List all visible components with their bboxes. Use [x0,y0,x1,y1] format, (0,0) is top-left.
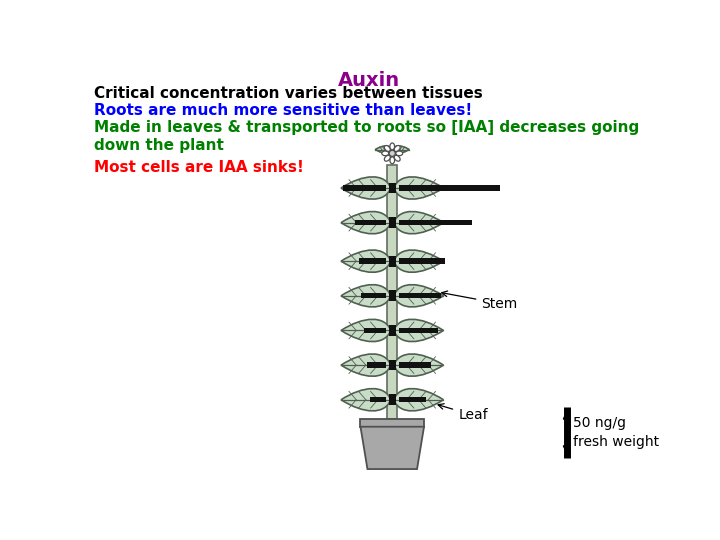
PathPatch shape [394,146,409,153]
Bar [399,328,438,333]
PathPatch shape [341,354,391,376]
Bar [361,419,424,427]
PathPatch shape [394,177,444,199]
PathPatch shape [341,177,391,199]
Ellipse shape [384,156,390,161]
Ellipse shape [390,143,395,150]
PathPatch shape [394,285,444,307]
PathPatch shape [341,389,391,411]
PathPatch shape [394,389,444,411]
Bar [370,397,386,402]
Text: Made in leaves & transported to roots so [IAA] decreases going
down the plant: Made in leaves & transported to roots so… [94,120,639,153]
Bar [389,360,396,370]
Bar [399,362,431,368]
Text: Stem: Stem [441,291,518,310]
PathPatch shape [394,354,444,376]
Bar [389,183,396,193]
Ellipse shape [384,145,390,151]
PathPatch shape [341,250,391,272]
Ellipse shape [390,157,395,164]
Ellipse shape [395,156,400,161]
Text: Roots are much more sensitive than leaves!: Roots are much more sensitive than leave… [94,103,472,118]
PathPatch shape [394,319,444,342]
Bar [361,293,386,299]
PathPatch shape [394,212,444,234]
Bar [399,293,441,299]
PathPatch shape [375,146,391,153]
PathPatch shape [394,250,444,272]
Bar [389,256,396,267]
Bar [399,185,500,191]
Ellipse shape [396,151,402,156]
PathPatch shape [341,285,391,307]
Bar [359,259,386,264]
Ellipse shape [395,145,400,151]
PathPatch shape [341,212,391,234]
Ellipse shape [382,151,389,156]
Ellipse shape [389,150,395,157]
Bar [399,220,472,225]
Bar [364,328,386,333]
Text: Leaf: Leaf [438,404,487,422]
Text: Auxin: Auxin [338,71,400,90]
Text: Critical concentration varies between tissues: Critical concentration varies between ti… [94,86,482,102]
Bar [387,165,397,419]
Text: 50 ng/g
fresh weight: 50 ng/g fresh weight [573,416,659,449]
Text: Most cells are IAA sinks!: Most cells are IAA sinks! [94,160,304,176]
Bar [367,362,386,368]
Bar [389,394,396,405]
Polygon shape [361,427,424,469]
Bar [389,325,396,336]
Bar [355,220,386,225]
Bar [343,185,386,191]
Bar [389,291,396,301]
Bar [399,397,426,402]
Bar [389,217,396,228]
Bar [399,259,446,264]
PathPatch shape [341,319,391,342]
